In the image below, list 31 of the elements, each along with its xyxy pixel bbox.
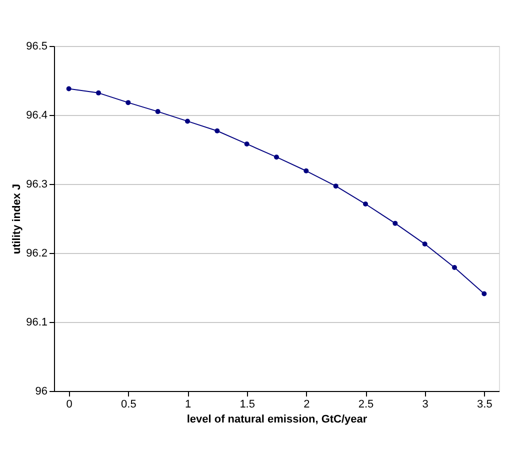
point	[333, 184, 338, 189]
x-tick-label: 1	[184, 398, 192, 410]
point	[66, 86, 72, 92]
x-tick-label: 3	[422, 398, 428, 410]
x-tick-label: 2.5	[358, 398, 374, 410]
y-tick-label: 96.5	[26, 40, 48, 52]
point	[304, 168, 309, 174]
point	[155, 109, 160, 114]
x-tick-label: 0.5	[121, 398, 136, 410]
x-tick-label: 0	[66, 398, 72, 410]
point	[185, 118, 190, 124]
x-tick-label: 1.5	[240, 398, 255, 410]
point	[422, 242, 428, 247]
x-axis-title: level of natural emission, GtC/year	[186, 414, 368, 426]
point	[96, 90, 101, 96]
x-tick-label: 3.5	[477, 398, 492, 410]
y-tick-label: 96.4	[26, 110, 48, 122]
point	[126, 100, 131, 106]
point	[244, 141, 250, 146]
y-axis-title: utility index J	[11, 184, 24, 254]
y-tick-label: 96.2	[26, 248, 48, 260]
point	[482, 291, 487, 296]
point	[274, 154, 279, 160]
point	[392, 220, 398, 226]
y-tick-label: 96.1	[26, 316, 48, 328]
x-tick-label: 2	[304, 398, 310, 410]
point	[214, 128, 220, 134]
point	[452, 264, 457, 270]
point	[363, 202, 368, 207]
y-tick-label: 96	[35, 386, 48, 398]
y-tick-label: 96.3	[26, 178, 48, 190]
